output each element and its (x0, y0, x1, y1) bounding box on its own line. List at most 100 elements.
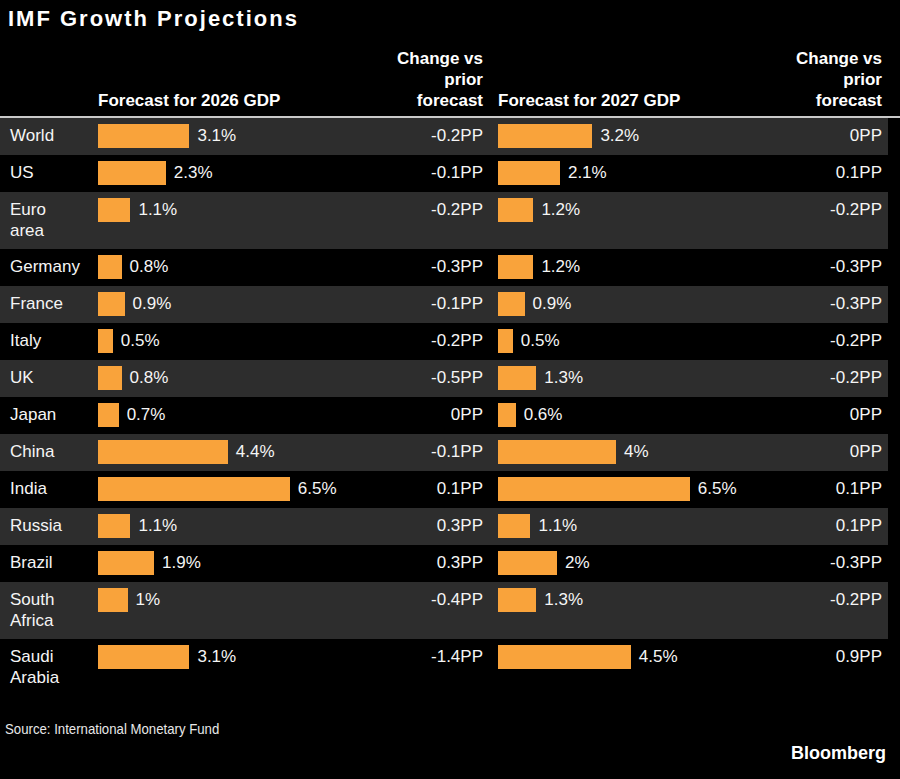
country-label: US (0, 155, 98, 192)
forecast-2026-value: 1% (136, 590, 161, 610)
forecast-2027-value: 4% (624, 442, 649, 462)
table-row: Euro area 1.1% -0.2PP 1.2% -0.2PP (0, 192, 888, 249)
change-2026-value: 0.1PP (378, 471, 483, 508)
change-2026-value: -0.4PP (378, 582, 483, 639)
bar-cell-2027: 1.2% (498, 249, 778, 286)
growth-table-body: World 3.1% -0.2PP 3.2% 0PP US 2.3% -0.1P… (0, 118, 900, 696)
column-header-change-2027: Change vs prior forecast (778, 48, 888, 116)
forecast-2026-bar (98, 161, 166, 185)
forecast-2026-value: 0.5% (121, 331, 160, 351)
change-2027-value: 0PP (778, 397, 888, 434)
bar-cell-2026: 0.8% (98, 360, 378, 397)
bar-cell-2027: 1.3% (498, 582, 778, 639)
forecast-2026-bar (98, 477, 290, 501)
forecast-2026-value: 0.9% (133, 294, 172, 314)
bar-cell-2027: 1.1% (498, 508, 778, 545)
bar-cell-2027: 0.9% (498, 286, 778, 323)
bar-cell-2027: 3.2% (498, 118, 778, 155)
country-label: World (0, 118, 98, 155)
forecast-2026-value: 0.7% (127, 405, 166, 425)
bar-cell-2026: 1% (98, 582, 378, 639)
table-row: World 3.1% -0.2PP 3.2% 0PP (0, 118, 888, 155)
forecast-2027-value: 2% (565, 553, 590, 573)
forecast-2027-value: 1.2% (541, 200, 580, 220)
change-2027-value: 0.9PP (778, 639, 888, 696)
change-2026-value: -1.4PP (378, 639, 483, 696)
forecast-2027-bar (498, 124, 592, 148)
country-label: China (0, 434, 98, 471)
bar-cell-2026: 0.8% (98, 249, 378, 286)
forecast-2026-bar (98, 645, 189, 669)
table-row: Italy 0.5% -0.2PP 0.5% -0.2PP (0, 323, 888, 360)
change-2027-value: 0PP (778, 434, 888, 471)
change-2026-value: -0.2PP (378, 118, 483, 155)
source-note: Source: International Monetary Fund (5, 720, 793, 737)
forecast-2026-bar (98, 124, 189, 148)
forecast-2027-bar (498, 477, 690, 501)
column-header-change-2026: Change vs prior forecast (378, 48, 483, 116)
forecast-2027-bar (498, 366, 536, 390)
forecast-2026-value: 3.1% (197, 126, 236, 146)
forecast-2026-bar (98, 366, 122, 390)
country-label: Russia (0, 508, 98, 545)
change-2026-value: 0.3PP (378, 545, 483, 582)
forecast-2027-value: 0.9% (533, 294, 572, 314)
column-header-forecast-2027: Forecast for 2027 GDP (498, 90, 778, 116)
forecast-2027-value: 1.2% (541, 257, 580, 277)
table-row: India 6.5% 0.1PP 6.5% 0.1PP (0, 471, 888, 508)
table-row: France 0.9% -0.1PP 0.9% -0.3PP (0, 286, 888, 323)
forecast-2026-bar (98, 255, 122, 279)
bar-cell-2026: 0.9% (98, 286, 378, 323)
change-2027-value: 0.1PP (778, 471, 888, 508)
change-2027-value: -0.2PP (778, 582, 888, 639)
country-label: UK (0, 360, 98, 397)
table-row: Saudi Arabia 3.1% -1.4PP 4.5% 0.9PP (0, 639, 888, 696)
table-header: Forecast for 2026 GDP Change vs prior fo… (0, 42, 900, 118)
forecast-2026-value: 1.1% (138, 200, 177, 220)
bar-cell-2026: 4.4% (98, 434, 378, 471)
change-2027-value: -0.2PP (778, 192, 888, 249)
forecast-2026-bar (98, 551, 154, 575)
forecast-2027-bar (498, 440, 616, 464)
bar-cell-2026: 1.1% (98, 192, 378, 249)
forecast-2026-value: 1.1% (138, 516, 177, 536)
change-2027-value: -0.2PP (778, 323, 888, 360)
forecast-2027-bar (498, 588, 536, 612)
country-label: France (0, 286, 98, 323)
change-2026-value: -0.5PP (378, 360, 483, 397)
bar-cell-2027: 1.3% (498, 360, 778, 397)
change-2026-value: -0.2PP (378, 192, 483, 249)
change-2027-value: -0.3PP (778, 249, 888, 286)
forecast-2026-value: 0.8% (130, 368, 169, 388)
forecast-2026-bar (98, 329, 113, 353)
forecast-2027-bar (498, 161, 560, 185)
bar-cell-2027: 2% (498, 545, 778, 582)
change-2026-value: -0.3PP (378, 249, 483, 286)
bar-cell-2027: 1.2% (498, 192, 778, 249)
change-2026-value: -0.1PP (378, 286, 483, 323)
forecast-2027-value: 0.5% (521, 331, 560, 351)
page-title: IMF Growth Projections (0, 0, 900, 42)
bar-cell-2027: 2.1% (498, 155, 778, 192)
country-label: Euro area (0, 192, 98, 249)
change-2026-value: -0.1PP (378, 155, 483, 192)
forecast-2026-value: 0.8% (130, 257, 169, 277)
bar-cell-2026: 0.5% (98, 323, 378, 360)
bar-cell-2026: 0.7% (98, 397, 378, 434)
forecast-2027-bar (498, 255, 533, 279)
table-row: US 2.3% -0.1PP 2.1% 0.1PP (0, 155, 888, 192)
forecast-2026-bar (98, 440, 228, 464)
forecast-2026-bar (98, 403, 119, 427)
forecast-2026-value: 4.4% (236, 442, 275, 462)
country-label: Japan (0, 397, 98, 434)
country-label: India (0, 471, 98, 508)
bar-cell-2027: 0.5% (498, 323, 778, 360)
table-row: UK 0.8% -0.5PP 1.3% -0.2PP (0, 360, 888, 397)
forecast-2027-bar (498, 645, 631, 669)
bar-cell-2027: 0.6% (498, 397, 778, 434)
bloomberg-logo: Bloomberg (0, 743, 900, 764)
forecast-2027-bar (498, 403, 516, 427)
forecast-2027-value: 4.5% (639, 647, 678, 667)
bar-cell-2026: 3.1% (98, 639, 378, 696)
change-2027-value: 0PP (778, 118, 888, 155)
